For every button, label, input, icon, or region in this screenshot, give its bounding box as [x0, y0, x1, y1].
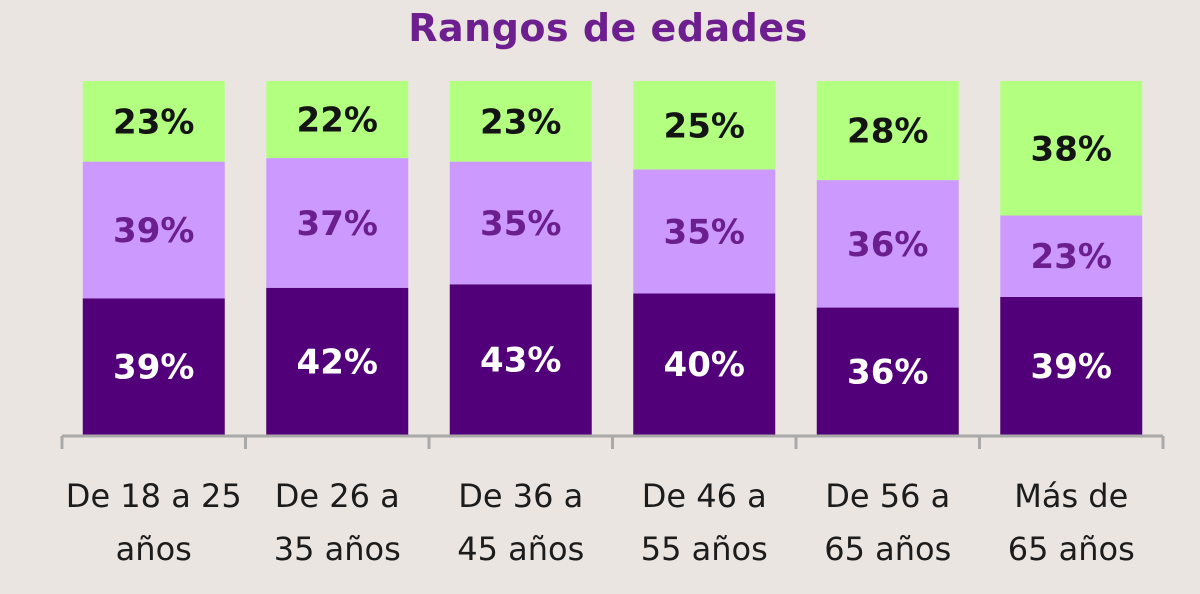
category-label: De 36 a [458, 477, 583, 515]
data-label: 40% [664, 345, 745, 385]
bar-segment [1000, 81, 1143, 216]
bar-segment [266, 81, 409, 159]
category-label: De 26 a [275, 477, 400, 515]
bar-segment [266, 158, 409, 288]
bar-segment [82, 161, 225, 299]
bar-segment [816, 307, 959, 435]
bar-segment [266, 287, 409, 435]
bar-segment [816, 81, 959, 181]
bar-segment [449, 161, 592, 285]
data-label: 28% [847, 112, 928, 152]
data-label: 25% [664, 106, 745, 146]
bar-segment [449, 284, 592, 435]
data-label: 43% [480, 341, 561, 381]
bar-segment [816, 180, 959, 308]
data-label: 39% [113, 348, 194, 388]
data-label: 37% [297, 204, 378, 244]
category-label: años [116, 530, 192, 568]
category-label: De 46 a [642, 477, 767, 515]
data-label: 23% [480, 102, 561, 142]
data-label: 42% [297, 342, 378, 382]
category-label: Más de [1014, 477, 1128, 515]
category-label: 65 años [1008, 530, 1135, 568]
bar-segment [1000, 215, 1143, 297]
bar-segment [1000, 296, 1143, 435]
bar-segment [82, 298, 225, 435]
bar-segment [82, 81, 225, 162]
category-label: 45 años [457, 530, 584, 568]
data-label: 23% [1031, 237, 1112, 277]
category-label: 35 años [274, 530, 401, 568]
bar-segment [449, 81, 592, 162]
bar-segment [633, 169, 776, 294]
data-label: 35% [664, 212, 745, 252]
bar-segment [633, 81, 776, 170]
data-label: 22% [297, 101, 378, 141]
data-label: 39% [1031, 347, 1112, 387]
chart-title: Rangos de edades [408, 6, 808, 50]
bar-segment [633, 293, 776, 435]
category-label: De 56 a [825, 477, 950, 515]
category-label: 65 años [824, 530, 951, 568]
data-label: 23% [113, 102, 194, 142]
data-label: 35% [480, 204, 561, 244]
data-label: 36% [847, 352, 928, 392]
data-label: 36% [847, 225, 928, 265]
data-label: 39% [113, 211, 194, 251]
category-label: 55 años [641, 530, 768, 568]
category-label: De 18 a 25 [66, 477, 242, 515]
data-label: 38% [1031, 129, 1112, 169]
